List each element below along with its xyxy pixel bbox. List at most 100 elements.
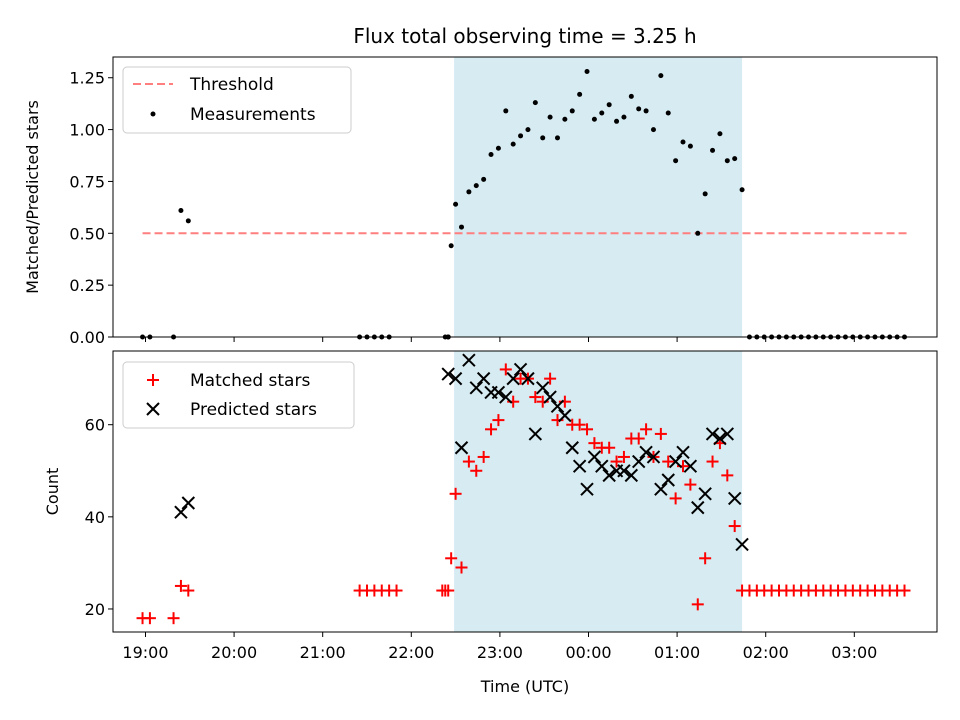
matched-star-point bbox=[174, 579, 187, 592]
predicted-star-point bbox=[521, 371, 535, 386]
matched-star-point bbox=[640, 423, 653, 436]
measurement-point bbox=[636, 106, 642, 112]
predicted-star-point bbox=[462, 353, 476, 367]
predicted-star-point bbox=[448, 371, 463, 386]
x-tick-label: 02:00 bbox=[743, 643, 789, 662]
matched-star-point bbox=[442, 584, 455, 597]
measurement-point bbox=[584, 69, 590, 75]
chart-title: Flux total observing time = 3.25 h bbox=[353, 24, 696, 48]
measurement-point bbox=[680, 139, 686, 145]
predicted-star-point bbox=[174, 505, 188, 519]
predicted-star-point bbox=[558, 408, 572, 423]
measurement-point bbox=[665, 110, 671, 116]
top-panel: 0.00 0.25 0.50 0.75 1.00 1.25 Matched/Predict… bbox=[23, 56, 938, 347]
x-tick-label: 22:00 bbox=[388, 643, 434, 662]
measurement-point bbox=[495, 145, 501, 151]
measurement-point bbox=[710, 147, 716, 153]
y-tick-label: 0.75 bbox=[69, 172, 105, 191]
legend-matched-swatch bbox=[147, 374, 159, 386]
legend-measurements-swatch bbox=[150, 111, 156, 117]
predicted-star-point bbox=[639, 445, 653, 460]
measurement-point bbox=[569, 108, 575, 114]
measurement-point bbox=[614, 118, 620, 124]
matched-star-point bbox=[455, 561, 468, 574]
bottom-y-ticks: 20 40 60 bbox=[85, 416, 113, 619]
x-axis-label: Time (UTC) bbox=[480, 677, 569, 696]
predicted-star-point bbox=[698, 487, 712, 501]
predicted-star-point bbox=[528, 427, 543, 441]
measurement-point bbox=[525, 127, 531, 133]
measurement-point bbox=[540, 135, 546, 141]
matched-star-point bbox=[603, 441, 616, 454]
matched-star-point bbox=[390, 584, 403, 597]
x-tick-label: 20:00 bbox=[211, 643, 257, 662]
matched-star-point bbox=[492, 414, 505, 427]
predicted-star-point bbox=[720, 427, 735, 441]
matched-star-point bbox=[706, 455, 719, 468]
measurement-point bbox=[178, 207, 184, 213]
measurement-point bbox=[599, 110, 605, 116]
bottom-y-axis-label: Count bbox=[43, 468, 62, 516]
matched-star-point bbox=[588, 437, 601, 450]
legend-predicted-label: Predicted stars bbox=[190, 400, 317, 420]
measurement-point bbox=[687, 143, 693, 149]
matched-star-point bbox=[143, 612, 156, 625]
matched-star-point bbox=[669, 492, 682, 505]
measurement-point bbox=[518, 133, 524, 139]
y-tick-label: 1.00 bbox=[69, 121, 105, 140]
predicted-star-point bbox=[565, 441, 579, 455]
measurement-point bbox=[488, 151, 494, 157]
predicted-star-point bbox=[713, 431, 727, 446]
matched-star-point bbox=[721, 469, 734, 482]
matched-star-point bbox=[684, 478, 697, 491]
y-tick-label: 20 bbox=[85, 600, 105, 619]
matched-star-point bbox=[581, 423, 594, 436]
top-shaded-interval bbox=[454, 57, 743, 337]
predicted-star-point bbox=[513, 362, 528, 377]
measurement-point bbox=[695, 230, 701, 236]
measurement-point bbox=[702, 191, 708, 197]
predicted-star-point bbox=[735, 537, 749, 552]
matched-star-point bbox=[485, 423, 498, 436]
measurement-point bbox=[453, 201, 459, 207]
matched-star-point bbox=[617, 450, 630, 463]
bottom-panel: 20 40 60 19:00 20:00 21:00 22:00 23:00 00:00 01:… bbox=[43, 350, 938, 696]
count-points bbox=[136, 353, 911, 625]
matched-star-point bbox=[728, 520, 741, 533]
x-tick-label: 23:00 bbox=[477, 643, 523, 662]
x-tick-label: 19:00 bbox=[122, 643, 168, 662]
predicted-star-point bbox=[543, 390, 557, 404]
bottom-shaded-interval bbox=[454, 351, 743, 632]
measurement-point bbox=[510, 141, 516, 147]
measurement-point bbox=[606, 102, 612, 108]
predicted-star-point bbox=[469, 381, 483, 395]
top-y-ticks: 0.00 0.25 0.50 0.75 1.00 1.25 bbox=[69, 69, 113, 347]
legend-matched-label: Matched stars bbox=[190, 371, 310, 391]
matched-star-point bbox=[167, 612, 180, 625]
bottom-legend: Matched stars Predicted stars bbox=[122, 361, 355, 429]
predicted-star-point bbox=[602, 468, 616, 483]
matched-star-point bbox=[470, 464, 483, 477]
matched-star-point bbox=[699, 552, 712, 565]
y-tick-label: 60 bbox=[85, 416, 105, 435]
predicted-star-point bbox=[624, 468, 639, 483]
bottom-x-ticks: 19:00 20:00 21:00 22:00 23:00 00:00 01:00 02:00… bbox=[122, 632, 877, 662]
predicted-star-point bbox=[691, 500, 705, 515]
measurement-point bbox=[628, 93, 634, 99]
predicted-star-point bbox=[536, 381, 550, 395]
predicted-star-point bbox=[654, 482, 668, 496]
x-tick-label: 00:00 bbox=[565, 643, 611, 662]
measurement-point bbox=[673, 158, 679, 164]
predicted-star-point bbox=[668, 454, 683, 469]
y-tick-label: 0.50 bbox=[69, 224, 105, 243]
predicted-star-point bbox=[727, 491, 742, 506]
predicted-star-point bbox=[587, 450, 602, 464]
measurement-point bbox=[481, 176, 487, 182]
matched-star-point bbox=[449, 487, 462, 500]
measurement-point bbox=[577, 91, 583, 97]
predicted-star-point bbox=[550, 399, 565, 413]
measurement-point bbox=[717, 131, 723, 137]
matched-star-point bbox=[898, 584, 911, 597]
predicted-star-point bbox=[454, 441, 469, 455]
measurement-point bbox=[739, 187, 745, 193]
